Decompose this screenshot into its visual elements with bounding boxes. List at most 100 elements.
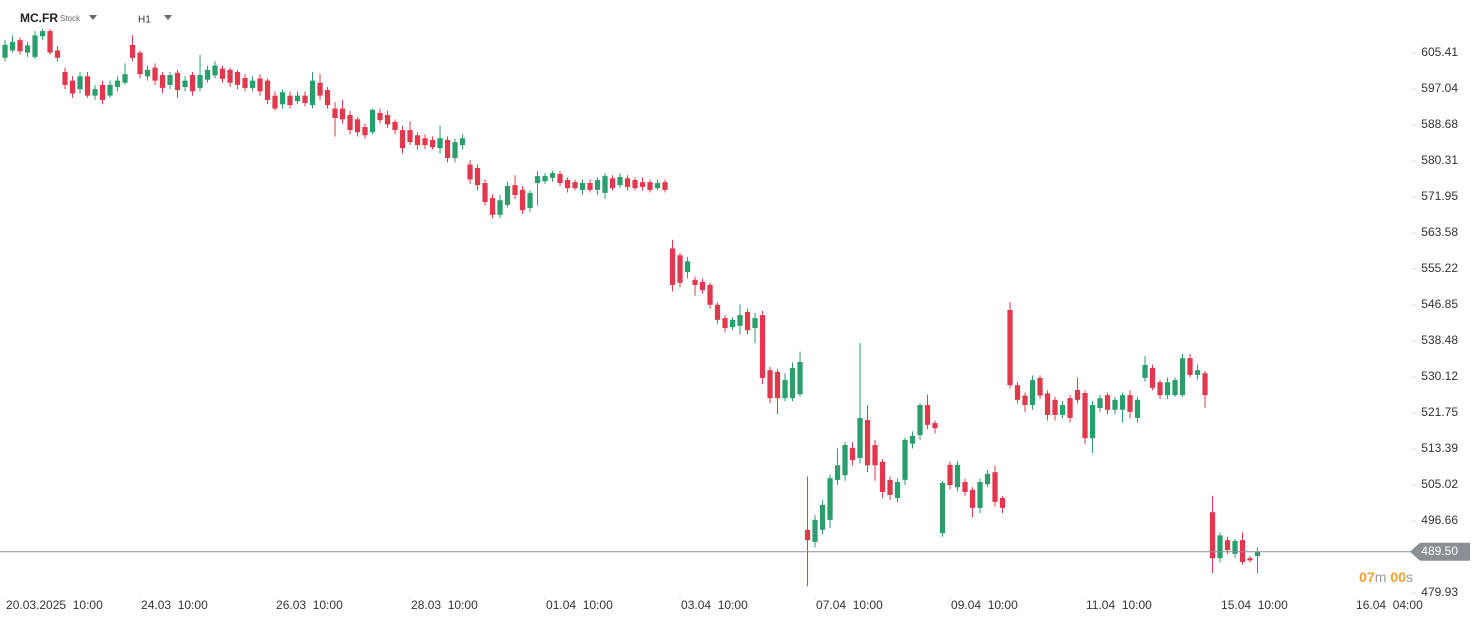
candle-body: [947, 464, 953, 486]
interval-dropdown[interactable]: [164, 15, 172, 20]
candle-body: [474, 167, 481, 186]
candle-body: [69, 80, 76, 94]
candle-body: [594, 179, 601, 190]
candle-body: [467, 164, 473, 180]
candle-body: [542, 176, 548, 182]
candle-body: [1059, 405, 1066, 415]
x-tick-label: 20.03.2025 10:00: [6, 598, 103, 612]
interval[interactable]: H1: [138, 15, 151, 26]
candle-body: [99, 84, 106, 100]
countdown-seconds-unit: s: [1406, 569, 1413, 585]
candle-body: [534, 176, 541, 184]
candle-body: [909, 436, 916, 444]
candle-body: [272, 95, 278, 109]
symbol[interactable]: MC.FR: [20, 11, 58, 25]
candle-body: [654, 183, 661, 189]
candle-body: [84, 76, 91, 96]
candle-body: [692, 279, 698, 285]
candle-body: [1037, 377, 1043, 396]
candle-body: [407, 130, 413, 143]
x-tick-label: 16.04 04:00: [1356, 598, 1423, 612]
candle-body: [1194, 370, 1201, 375]
instrument-type: Stock: [60, 14, 81, 23]
candle-body: [204, 69, 211, 80]
candle-body: [902, 439, 908, 480]
candle-body: [317, 82, 323, 96]
candle-body: [609, 178, 616, 189]
candle-body: [662, 182, 668, 190]
candle-body: [834, 465, 841, 480]
candle-body: [849, 448, 856, 461]
candle-body: [309, 80, 316, 106]
candle-body: [1142, 365, 1148, 378]
candle-body: [752, 318, 758, 329]
candle-body: [1044, 393, 1051, 415]
candle-body: [939, 482, 946, 534]
candle-body: [857, 417, 863, 458]
candle-body: [789, 368, 796, 399]
candle-body: [107, 84, 113, 96]
candle-body: [452, 142, 458, 159]
candle-body: [1127, 395, 1133, 412]
candle-body: [377, 112, 383, 121]
candle-body: [864, 420, 871, 466]
candle-body: [1202, 373, 1208, 396]
x-tick-label: 03.04 10:00: [681, 598, 748, 612]
candle-body: [347, 115, 353, 131]
current-price-badge: [1410, 542, 1470, 561]
y-tick-label: 605.41: [1421, 45, 1458, 59]
candle-body: [1104, 395, 1111, 410]
candle-body: [632, 179, 638, 189]
candle-body: [354, 119, 361, 133]
candle-body: [39, 31, 46, 37]
candle-body: [684, 261, 691, 273]
candle-body: [827, 478, 833, 520]
countdown-minutes: 07: [1359, 569, 1375, 585]
candle-body: [969, 489, 976, 508]
candle-body: [1112, 399, 1118, 410]
candle-body: [729, 319, 736, 328]
candle-body: [977, 482, 983, 508]
candle-body: [587, 183, 593, 190]
candle-body: [677, 255, 683, 283]
candle-body: [264, 80, 271, 100]
candle-body: [92, 89, 98, 96]
symbol-dropdown[interactable]: [89, 15, 97, 20]
candle-body: [399, 130, 406, 149]
y-tick-label: 513.39: [1421, 441, 1458, 455]
candle-body: [182, 80, 188, 88]
current-price-label: 489.50: [1421, 544, 1458, 558]
y-tick-label: 538.48: [1421, 333, 1458, 347]
candle-body: [954, 464, 961, 488]
candle-body: [1164, 382, 1171, 396]
candle-body: [647, 182, 653, 190]
countdown-minutes-unit: m: [1375, 569, 1387, 585]
candle-body: [714, 304, 721, 320]
x-tick-label: 11.04 10:00: [1086, 598, 1152, 612]
candle-body: [294, 95, 301, 102]
candle-body: [122, 74, 128, 83]
candle-body: [894, 482, 901, 498]
candle-body: [137, 52, 143, 75]
y-tick-label: 546.85: [1421, 297, 1458, 311]
candle-body: [504, 186, 511, 205]
candle-body: [932, 423, 938, 429]
candle-body: [984, 473, 991, 485]
candle-body: [1074, 389, 1081, 400]
y-tick-label: 505.02: [1421, 477, 1458, 491]
candle-body: [227, 69, 233, 83]
candle-body: [1149, 368, 1156, 388]
candle-body: [1067, 398, 1073, 418]
candle-body: [242, 78, 248, 88]
candle-body: [369, 109, 376, 133]
candle-body: [1097, 398, 1103, 409]
candle-body: [519, 189, 526, 211]
candle-body: [1119, 395, 1126, 410]
candle-body: [1157, 382, 1163, 396]
candle-body: [384, 115, 391, 125]
candle-body: [77, 76, 83, 90]
y-tick-label: 530.12: [1421, 369, 1458, 383]
candle-body: [1052, 399, 1058, 415]
candle-body: [887, 479, 893, 495]
